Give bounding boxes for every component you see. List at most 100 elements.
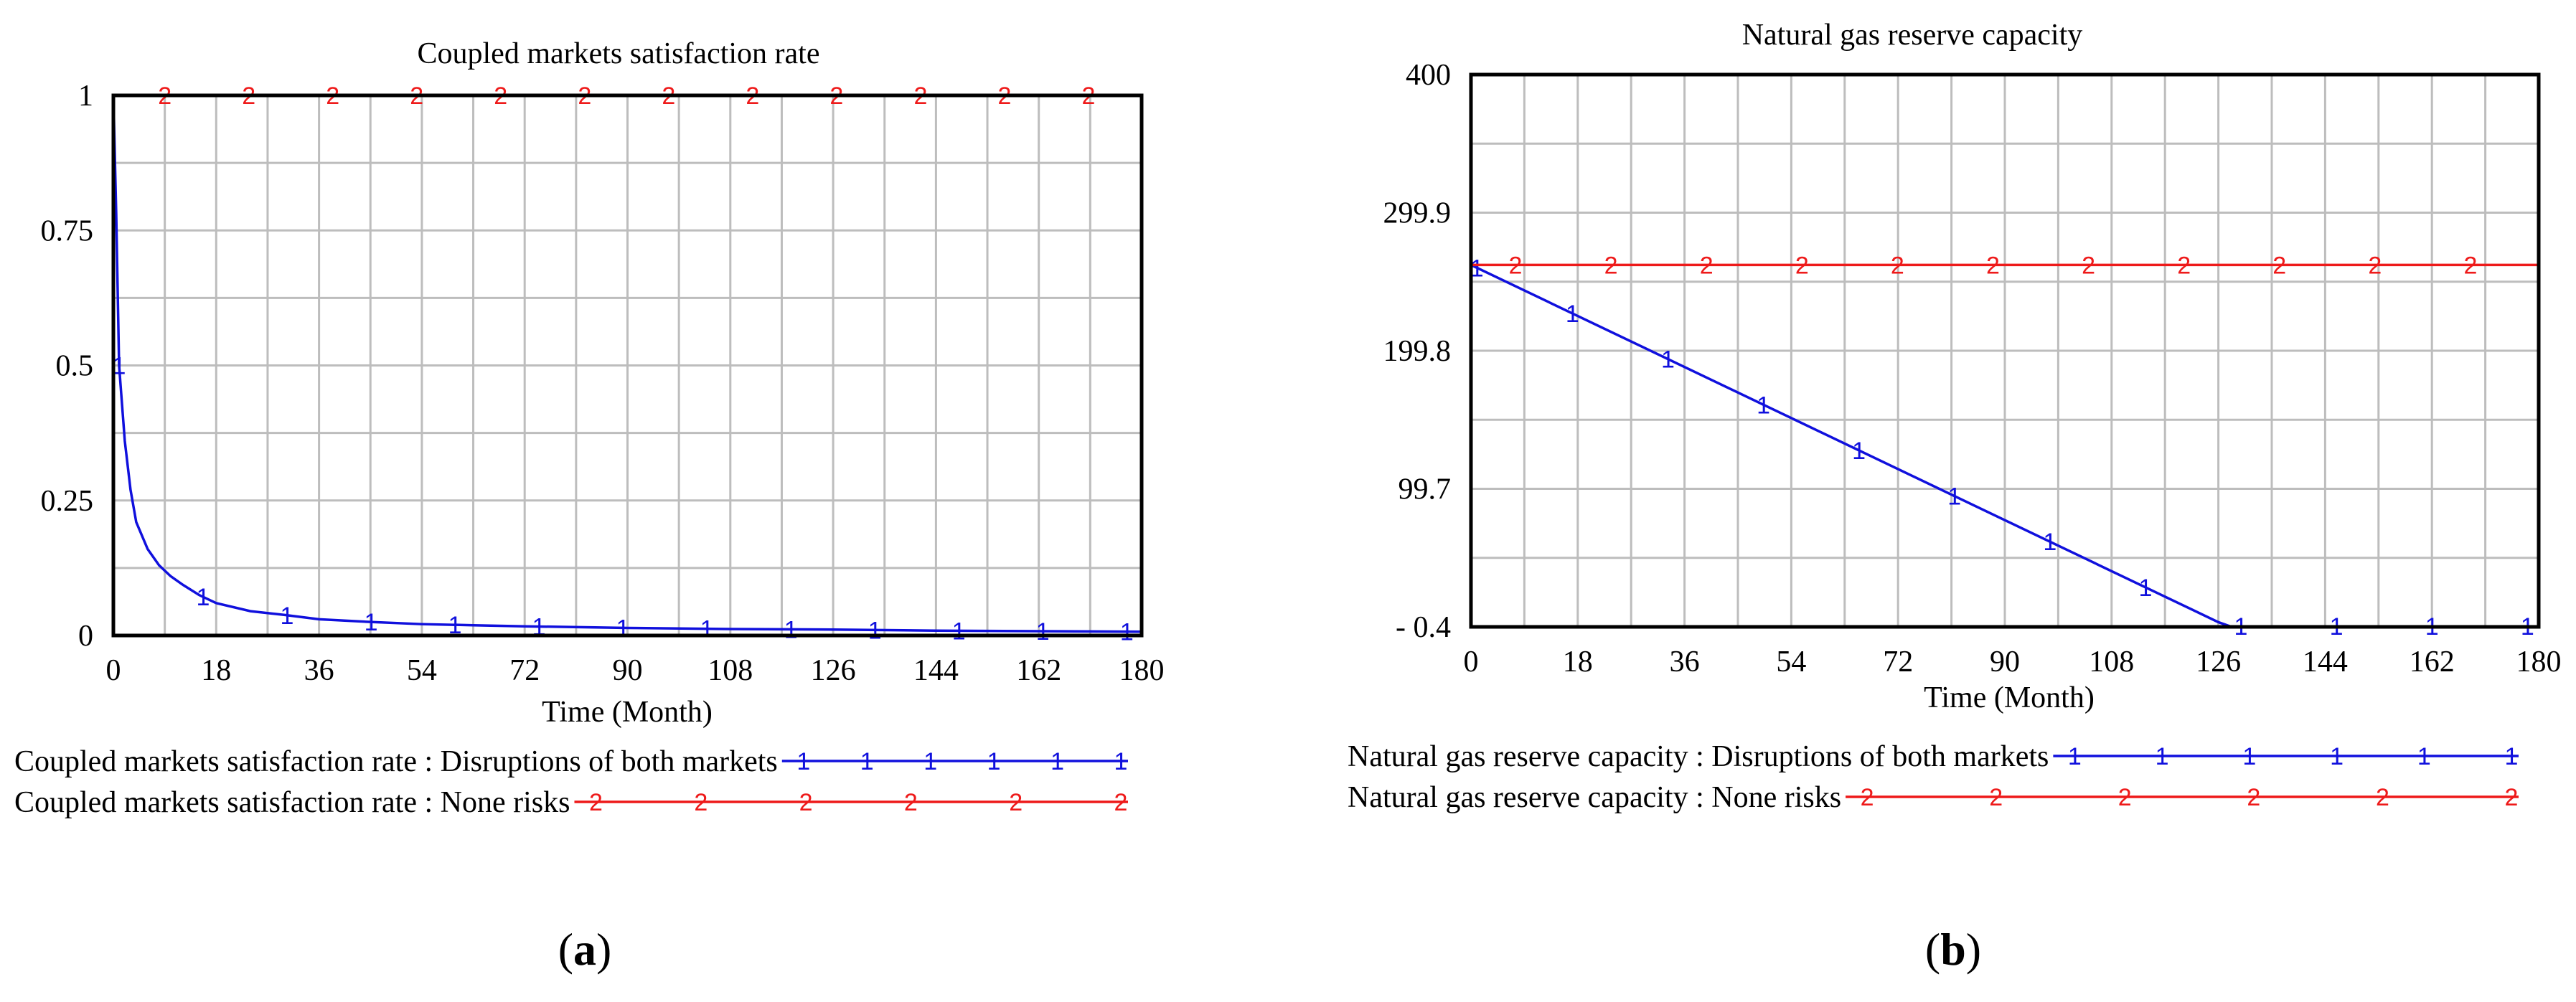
chart-a-x-tick-label: 18 — [201, 654, 231, 687]
chart-b-series-2-marker: 2 — [1700, 252, 1714, 279]
chart-a-legend-marker-1: 1 — [1114, 748, 1128, 775]
chart-b-series-2-marker: 2 — [1509, 252, 1523, 279]
chart-b-series-2-marker: 2 — [2463, 252, 2477, 279]
chart-b-panel-letter: b — [1940, 924, 1966, 975]
chart-a-y-tick-label: 0.25 — [41, 485, 94, 518]
chart-b-legend-marker-2: 2 — [2505, 784, 2519, 811]
chart-a-frame — [111, 93, 1144, 638]
chart-b-legend-marker-1: 1 — [2068, 743, 2082, 770]
chart-a-y-tick-label: 0 — [78, 620, 93, 653]
chart-a-series-1-marker: 1 — [784, 616, 798, 643]
chart-a-x-tick-label: 108 — [708, 654, 753, 687]
chart-a-x-tick-label: 0 — [106, 654, 121, 687]
chart-b-series-2-marker: 2 — [2082, 252, 2095, 279]
chart-a-series-1-marker: 1 — [448, 612, 462, 639]
chart-b-legend-marker-1: 1 — [2242, 743, 2256, 770]
chart-b-y-tick-label: 299.9 — [1383, 197, 1452, 230]
chart-a-x-tick-labels: 0 18 36 54 72 90 108 126 144 162 180 — [106, 654, 1165, 687]
chart-a-x-tick-label: 36 — [304, 654, 334, 687]
chart-b-series-2-marker: 2 — [2272, 252, 2286, 279]
chart-a-legend-entry-1: Coupled markets satisfaction rate : Disr… — [14, 745, 778, 778]
chart-b-x-tick-label: 0 — [1464, 646, 1479, 679]
chart-b-y-tick-label: 199.8 — [1383, 335, 1452, 368]
chart-a-legend-marker-1: 1 — [796, 748, 810, 775]
chart-b-x-tick-label: 36 — [1670, 646, 1700, 679]
chart-b-legend-marker-2: 2 — [2376, 784, 2389, 811]
chart-b-legend-marker-2: 2 — [1861, 784, 1874, 811]
chart-b-panel-label: (b) — [1925, 924, 1981, 975]
chart-b-series-1-marker: 1 — [1470, 255, 1484, 282]
chart-a-x-tick-label: 162 — [1016, 654, 1061, 687]
chart-b-series-2-marker: 2 — [1891, 252, 1904, 279]
chart-a-legend-marker-2: 2 — [799, 789, 813, 816]
chart-a-title: Coupled markets satisfaction rate — [418, 37, 820, 70]
chart-b-x-tick-label: 126 — [2196, 646, 2241, 679]
chart-b-x-tick-label: 90 — [1990, 646, 2020, 679]
chart-b-series-1-marker: 1 — [2043, 529, 2056, 556]
chart-a-legend-swatch-2: 2 2 2 2 2 2 — [574, 789, 1128, 816]
chart-b-series-1-marker: 1 — [1661, 346, 1675, 374]
chart-a-series-1-marker: 1 — [197, 584, 210, 611]
chart-a-panel-letter: a — [573, 924, 596, 975]
chart-b-series-1-marker: 1 — [1757, 392, 1770, 419]
chart-b-x-tick-label: 108 — [2089, 646, 2134, 679]
chart-b-legend-marker-1: 1 — [2417, 743, 2431, 770]
chart-b-series-1-marker: 1 — [1852, 438, 1866, 465]
chart-a-grid — [113, 95, 1142, 635]
chart-b-legend-marker-1: 1 — [2505, 743, 2519, 770]
chart-a-legend-marker-1: 1 — [1050, 748, 1064, 775]
chart-a-legend-swatch-1: 1 1 1 1 1 1 — [781, 748, 1128, 775]
chart-a-legend: Coupled markets satisfaction rate : Disr… — [14, 745, 1128, 819]
chart-b-x-tick-label: 162 — [2410, 646, 2455, 679]
chart-b-legend-swatch-2: 2 2 2 2 2 2 — [1846, 784, 2519, 811]
chart-b-series-2-marker: 2 — [2368, 252, 2382, 279]
chart-b-y-tick-label: 400 — [1406, 59, 1451, 92]
chart-a-series-1-marker: 1 — [1120, 619, 1134, 646]
chart-a-legend-marker-2: 2 — [694, 789, 708, 816]
chart-b-legend-marker-2: 2 — [2118, 784, 2132, 811]
chart-a-series-1-marker: 1 — [1036, 618, 1050, 646]
chart-a-x-axis-title: Time (Month) — [542, 696, 713, 729]
chart-a-series-1-line — [112, 95, 1142, 633]
chart-b-legend-marker-1: 1 — [2156, 743, 2169, 770]
chart-a-legend-marker-2: 2 — [1009, 789, 1023, 816]
chart-a-y-tick-label: 1 — [78, 80, 93, 113]
chart-a-series-1-marker: 1 — [616, 615, 630, 642]
chart-b-y-tick-labels: - 0.4 99.7 199.8 299.9 400 — [1383, 59, 1452, 644]
chart-b-x-tick-label: 72 — [1883, 646, 1913, 679]
chart-a-legend-marker-2: 2 — [904, 789, 918, 816]
chart-b-y-tick-label: 99.7 — [1399, 473, 1452, 506]
chart-b-series-1-marker: 1 — [1566, 301, 1579, 328]
chart-a-x-tick-label: 126 — [811, 654, 856, 687]
chart-a-legend-marker-1: 1 — [860, 748, 874, 775]
chart-a-x-tick-label: 144 — [913, 654, 959, 687]
chart-a-y-tick-label: 0.5 — [56, 350, 94, 383]
chart-b-x-tick-label: 18 — [1563, 646, 1593, 679]
chart-a: Coupled markets satisfaction rate 111 1 1 1… — [14, 37, 1165, 975]
chart-a-series-1-marker: 1 — [700, 616, 714, 643]
chart-b-series-1-marker: 1 — [1947, 483, 1961, 511]
chart-a-legend-marker-2: 2 — [1114, 789, 1128, 816]
chart-a-series-1-marker: 1 — [868, 617, 882, 644]
chart-b-x-tick-label: 54 — [1776, 646, 1806, 679]
chart-a-y-tick-labels: 0 0.25 0.5 0.75 1 — [41, 80, 94, 653]
chart-b-legend-marker-2: 2 — [1989, 784, 2003, 811]
chart-a-series-1-marker: 1 — [952, 618, 966, 645]
chart-b-legend-marker-1: 1 — [2330, 743, 2344, 770]
chart-a-x-tick-label: 90 — [613, 654, 643, 687]
chart-a-series-1-marker: 1 — [281, 602, 294, 630]
chart-a-y-tick-label: 0.75 — [41, 214, 94, 247]
chart-a-legend-marker-2: 2 — [589, 789, 603, 816]
chart-a-x-tick-label: 72 — [509, 654, 540, 687]
chart-a-x-tick-label: 54 — [407, 654, 437, 687]
chart-b-series-2-marker: 2 — [2177, 252, 2191, 279]
chart-a-legend-marker-1: 1 — [987, 748, 1001, 775]
chart-b-x-tick-label: 180 — [2516, 646, 2562, 679]
chart-b-legend-marker-2: 2 — [2247, 784, 2260, 811]
chart-a-x-tick-label: 180 — [1119, 654, 1165, 687]
chart-b-y-tick-label: - 0.4 — [1396, 611, 1451, 644]
chart-b-legend: Natural gas reserve capacity : Disruptio… — [1348, 740, 2519, 814]
chart-b-series-2-marker: 2 — [1986, 252, 2000, 279]
